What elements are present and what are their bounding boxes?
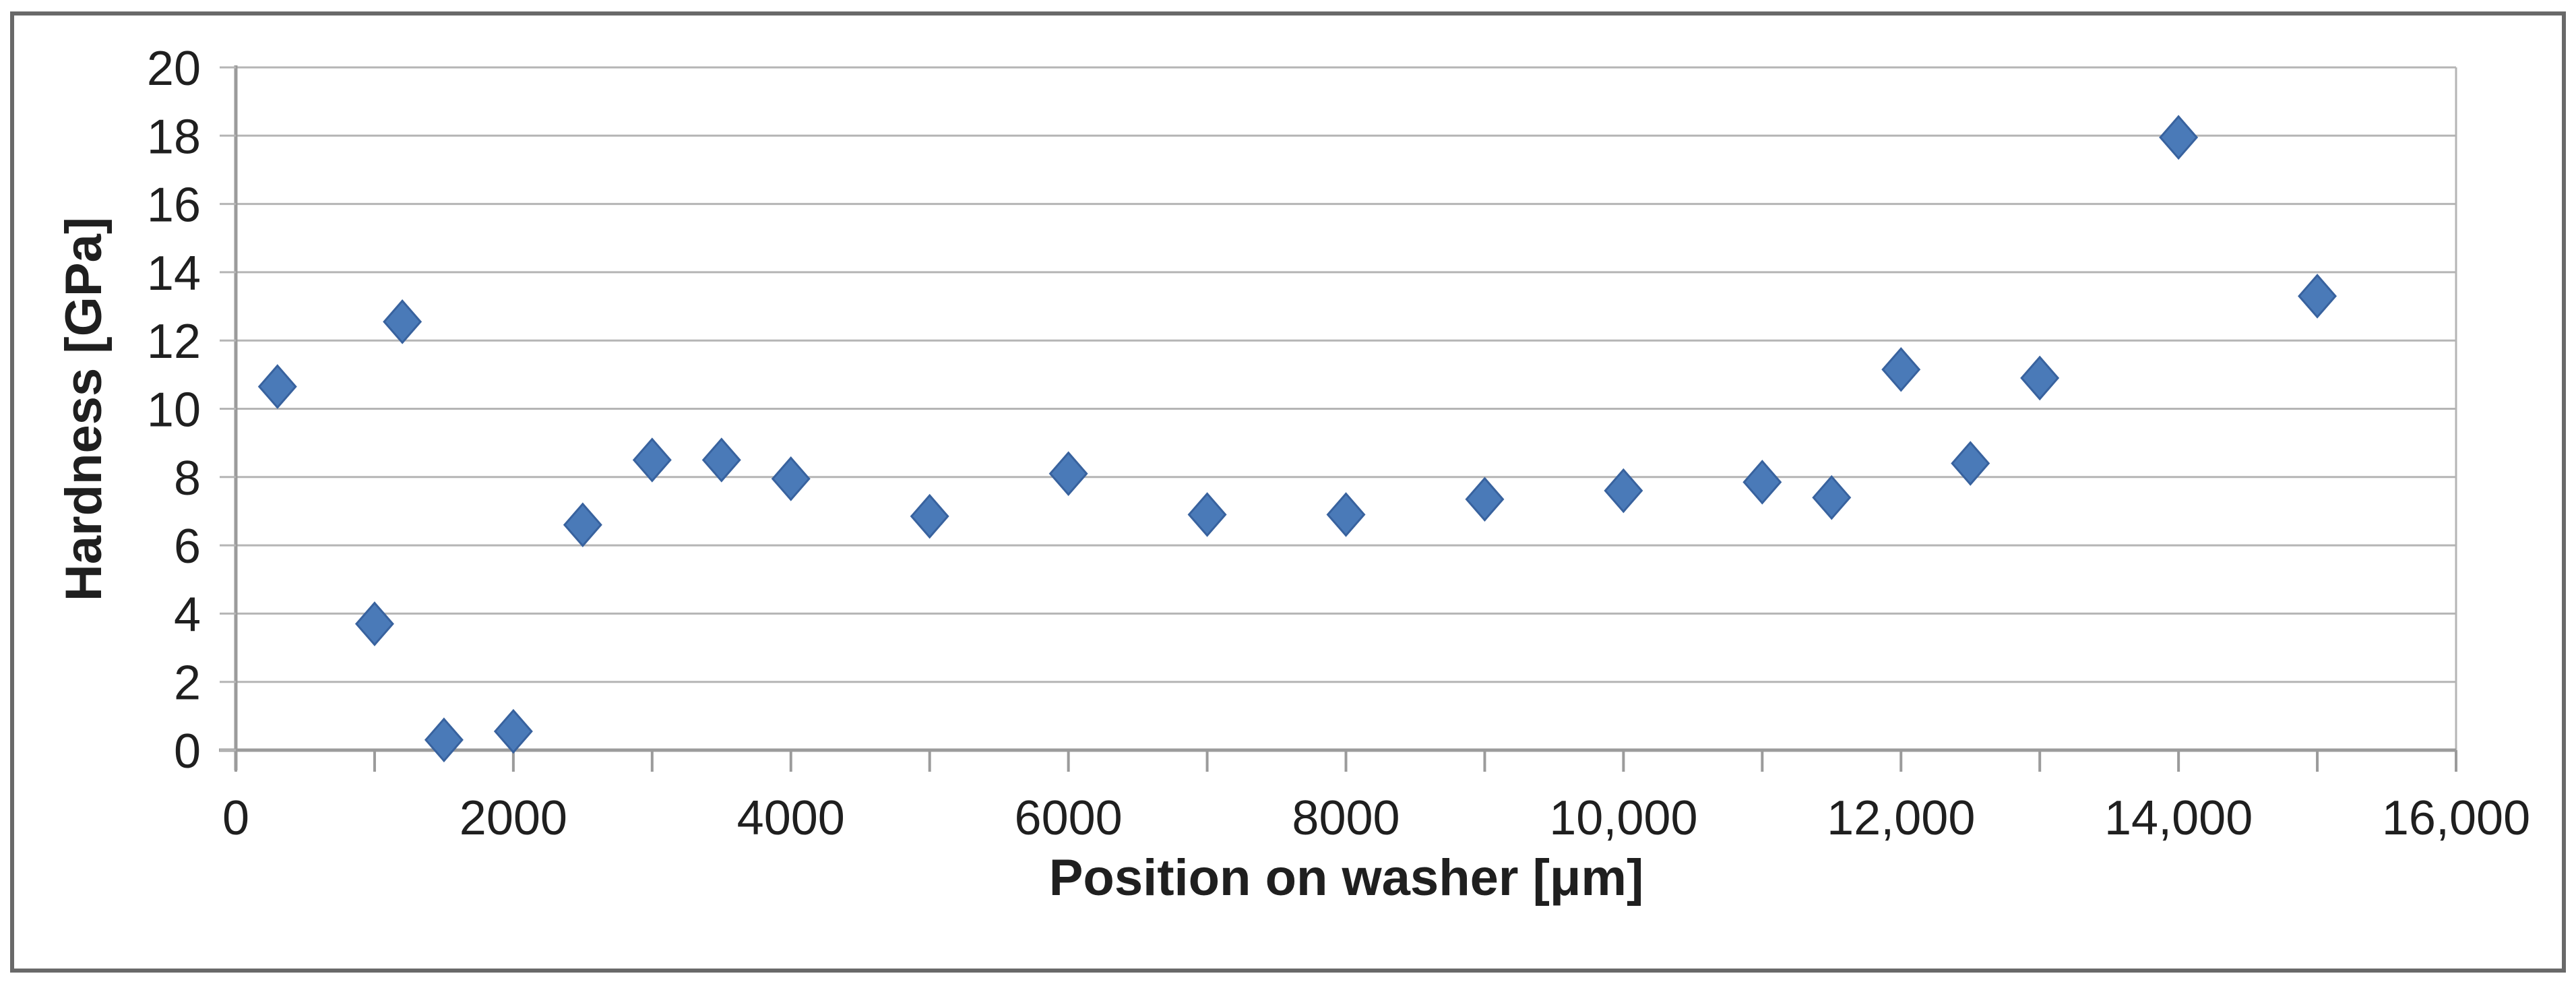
y-tick-label: 4 — [174, 588, 201, 642]
y-tick-label: 20 — [147, 42, 201, 96]
data-point-marker — [1326, 492, 1366, 537]
data-point-marker — [563, 502, 602, 547]
y-axis-tick-marks — [220, 66, 236, 751]
data-point-marker — [1951, 441, 1990, 486]
data-point-marker — [2159, 115, 2199, 160]
data-point-marker — [493, 708, 533, 754]
data-point-marker — [424, 717, 464, 763]
x-tick-label: 10,000 — [1549, 791, 1697, 845]
data-point-marker — [632, 437, 672, 483]
y-tick-label: 12 — [147, 315, 201, 369]
x-tick-label: 0 — [222, 791, 249, 845]
data-point-marker — [1048, 451, 1088, 497]
data-point-marker — [2298, 274, 2337, 319]
data-point-marker — [1187, 492, 1227, 537]
y-axis-title: Hardness [GPa] — [55, 217, 113, 601]
data-point-marker — [2020, 355, 2060, 401]
x-tick-label: 12,000 — [1827, 791, 1975, 845]
data-point-marker — [354, 601, 394, 646]
x-axis-tick-marks — [234, 750, 2457, 772]
x-tick-label: 16,000 — [2382, 791, 2530, 845]
x-tick-label: 4000 — [737, 791, 845, 845]
y-tick-label: 0 — [174, 725, 201, 778]
y-tick-label: 10 — [147, 383, 201, 437]
data-point-marker — [1465, 477, 1505, 522]
x-axis-title: Position on washer [μm] — [1049, 849, 1644, 907]
data-point-marker — [257, 364, 297, 409]
y-tick-label: 6 — [174, 520, 201, 574]
data-point-marker — [1604, 468, 1643, 514]
data-point-marker — [383, 299, 422, 344]
data-point-marker — [701, 437, 741, 483]
axis-lines — [219, 65, 2456, 770]
y-axis-tick-labels: 0 2 4 6 8 10 12 14 16 18 20 — [147, 42, 201, 778]
x-tick-label: 14,000 — [2104, 791, 2253, 845]
y-tick-label: 14 — [147, 247, 201, 301]
y-tick-label: 2 — [174, 656, 201, 710]
horizontal-gridlines — [236, 66, 2457, 750]
data-point-marker — [910, 493, 949, 539]
data-point-marker — [1812, 474, 1852, 520]
y-tick-label: 18 — [147, 110, 201, 164]
y-tick-label: 16 — [147, 179, 201, 233]
x-tick-label: 6000 — [1015, 791, 1123, 845]
data-point-marker — [1742, 460, 1782, 505]
x-tick-label: 2000 — [460, 791, 567, 845]
x-axis-tick-labels: 0 2000 4000 6000 8000 10,000 12,000 14,000 16,00… — [222, 791, 2530, 845]
chart-border-frame — [10, 11, 2566, 973]
data-point-marker — [1881, 346, 1921, 392]
scatter-data-points — [257, 115, 2337, 763]
x-tick-label: 8000 — [1292, 791, 1400, 845]
y-tick-label: 8 — [174, 452, 201, 505]
data-point-marker — [771, 456, 811, 501]
